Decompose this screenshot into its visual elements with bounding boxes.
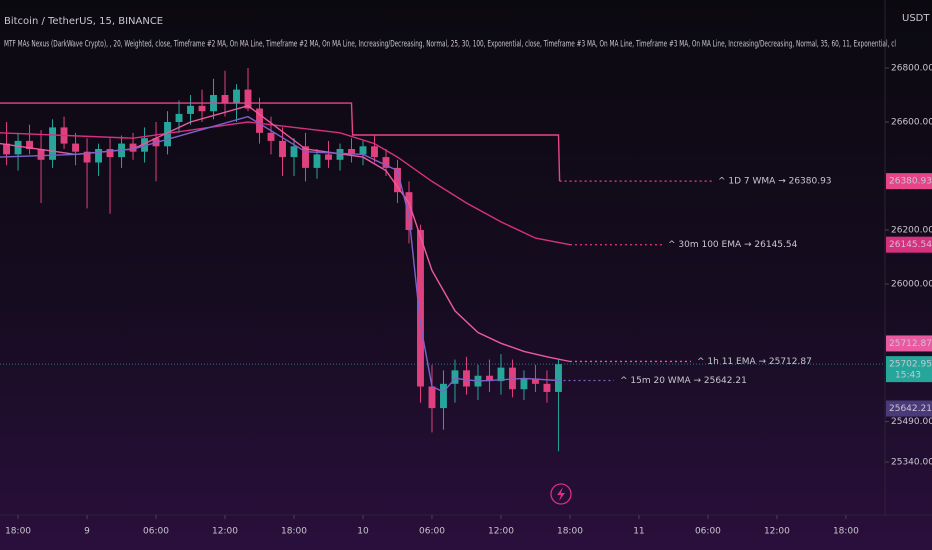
price-badge-label: 26380.93 [889,177,932,187]
candle-body [428,386,436,409]
candle-body [486,375,493,382]
x-tick-label: 18:00 [5,527,31,537]
candle-body [164,122,171,147]
candle-body [382,157,390,168]
ma-label: ^ 1h 11 EMA → 25712.87 [697,357,812,367]
candle-body [440,383,447,409]
price-badge [886,173,932,190]
price-badge [886,236,932,253]
candle-body [26,140,33,149]
candle-body [14,140,22,155]
candle-body [233,89,240,104]
x-tick-label: 18:00 [833,527,859,537]
candle-body [520,378,528,390]
countdown: 15:43 [895,371,921,381]
candle-body [198,105,206,112]
ma-line [0,102,561,182]
indicator-label: MTF MAs Nexus (DarkWave Crypto), , 20, W… [4,40,896,50]
y-tick-label: 25490.00 [891,417,932,427]
x-tick-label: 9 [84,527,90,537]
candle-body [95,148,102,163]
x-tick-label: 12:00 [212,527,238,537]
x-tick-label: 18:00 [557,527,583,537]
price-badge-label: 25642.21 [889,404,932,414]
candle-body [187,105,194,114]
x-tick-label: 06:00 [143,527,169,537]
ma-label: ^ 1D 7 WMA → 26380.93 [718,177,832,187]
candle-body [543,383,551,392]
candle-body [256,108,263,133]
x-tick-label: 18:00 [281,527,307,537]
price-badge-label: 26145.54 [889,240,932,250]
x-tick-label: 12:00 [764,527,790,537]
candle-body [267,132,275,141]
ma-label: ^ 30m 100 EMA → 26145.54 [668,240,798,250]
x-tick-label: 10 [357,527,369,537]
candle-body [72,143,79,152]
candle-body [244,89,252,109]
price-badge [886,400,932,417]
candle-body [313,154,321,168]
candle-body [141,138,148,152]
price-badge-label: 25712.87 [889,339,932,349]
candle-body [359,146,367,155]
candle-body [83,151,91,163]
candle-body [463,370,470,387]
candle-body [555,364,562,392]
x-tick-label: 06:00 [695,527,721,537]
y-tick-label: 26600.00 [891,118,932,128]
candle-body [497,367,505,382]
candle-body [279,140,286,158]
price-badge [886,335,932,352]
candle-body [129,143,137,152]
x-tick-label: 11 [633,527,644,537]
y-tick-label: 26800.00 [891,64,932,74]
candle-body [221,95,229,104]
y-tick-label: 26200.00 [891,225,932,235]
candle-body [325,154,332,160]
ma-line [0,115,559,393]
price-badge-label: 25702.95 [889,360,932,370]
candle-body [49,127,56,160]
replay-icon[interactable] [550,483,572,505]
candle-body [417,229,424,387]
chart-title: Bitcoin / TetherUS, 15, BINANCE [4,16,163,27]
y-axis-label: USDT [902,13,930,24]
candle-body [175,113,183,123]
candle-body [532,378,539,384]
candle-body [394,167,401,193]
price-badge [886,356,932,383]
candle-body [37,148,45,160]
x-tick-label: 12:00 [488,527,514,537]
candle-body [3,143,11,155]
x-tick-label: 06:00 [419,527,445,537]
candle-body [371,146,378,158]
candle-body [106,148,114,158]
candle-body [405,192,413,230]
candle-body [302,146,309,168]
ma-line [0,105,571,363]
ma-label: ^ 15m 20 WMA → 25642.21 [620,376,747,386]
y-tick-label: 26000.00 [891,279,932,289]
candle-body [290,146,298,158]
y-tick-label: 25340.00 [891,458,932,468]
candle-body [348,148,355,155]
candle-body [451,370,459,384]
